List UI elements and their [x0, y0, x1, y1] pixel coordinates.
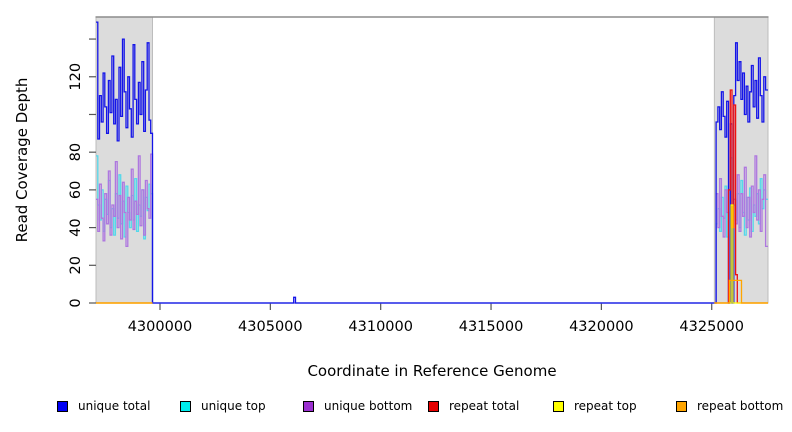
x-tick-label: 4305000 — [238, 319, 303, 335]
legend-label-repeat-top: repeat top — [574, 399, 637, 413]
series-unique-total-line — [96, 21, 768, 304]
legend-label-repeat-total: repeat total — [449, 399, 520, 413]
y-tick-label: 80 — [68, 143, 84, 161]
series-unique-top-line — [96, 155, 768, 304]
y-tick-label: 60 — [68, 181, 84, 199]
legend-swatch-repeat-bottom — [676, 400, 687, 412]
legend-item-repeat-bottom: repeat bottom — [676, 399, 783, 413]
y-tick-label: 40 — [68, 218, 84, 236]
series-unique-bottom-line — [96, 153, 768, 304]
legend-item-repeat-total: repeat total — [428, 399, 519, 413]
y-tick-label: 120 — [68, 63, 84, 91]
legend-label-unique-bottom: unique bottom — [324, 399, 413, 413]
x-tick-label: 4315000 — [459, 319, 524, 335]
legend-swatch-unique-bottom — [303, 400, 314, 412]
y-tick-label: 20 — [68, 256, 84, 274]
legend-label-unique-total: unique total — [78, 399, 151, 413]
legend-item-repeat-top: repeat top — [553, 399, 637, 413]
x-axis-title: Coordinate in Reference Genome — [307, 362, 557, 380]
x-tick-label: 4325000 — [679, 319, 744, 335]
legend-item-unique-bottom: unique bottom — [303, 399, 412, 413]
legend-item-unique-top: unique top — [180, 399, 266, 413]
x-tick-label: 4320000 — [569, 319, 634, 335]
x-tick-label: 4300000 — [128, 319, 193, 335]
y-tick-label: 0 — [68, 298, 84, 307]
legend-swatch-unique-top — [180, 400, 191, 412]
legend-item-unique-total: unique total — [57, 399, 150, 413]
legend: unique total unique top unique bottom repea… — [0, 399, 792, 419]
y-axis-title: Read Coverage Depth — [13, 77, 31, 243]
legend-swatch-repeat-total — [428, 400, 439, 412]
legend-label-unique-top: unique top — [201, 399, 266, 413]
legend-swatch-unique-total — [57, 400, 68, 412]
legend-swatch-repeat-top — [553, 400, 564, 412]
series-repeat-bottom-line — [714, 279, 768, 304]
x-tick-label: 4310000 — [348, 319, 413, 335]
legend-label-repeat-bottom: repeat bottom — [697, 399, 784, 413]
